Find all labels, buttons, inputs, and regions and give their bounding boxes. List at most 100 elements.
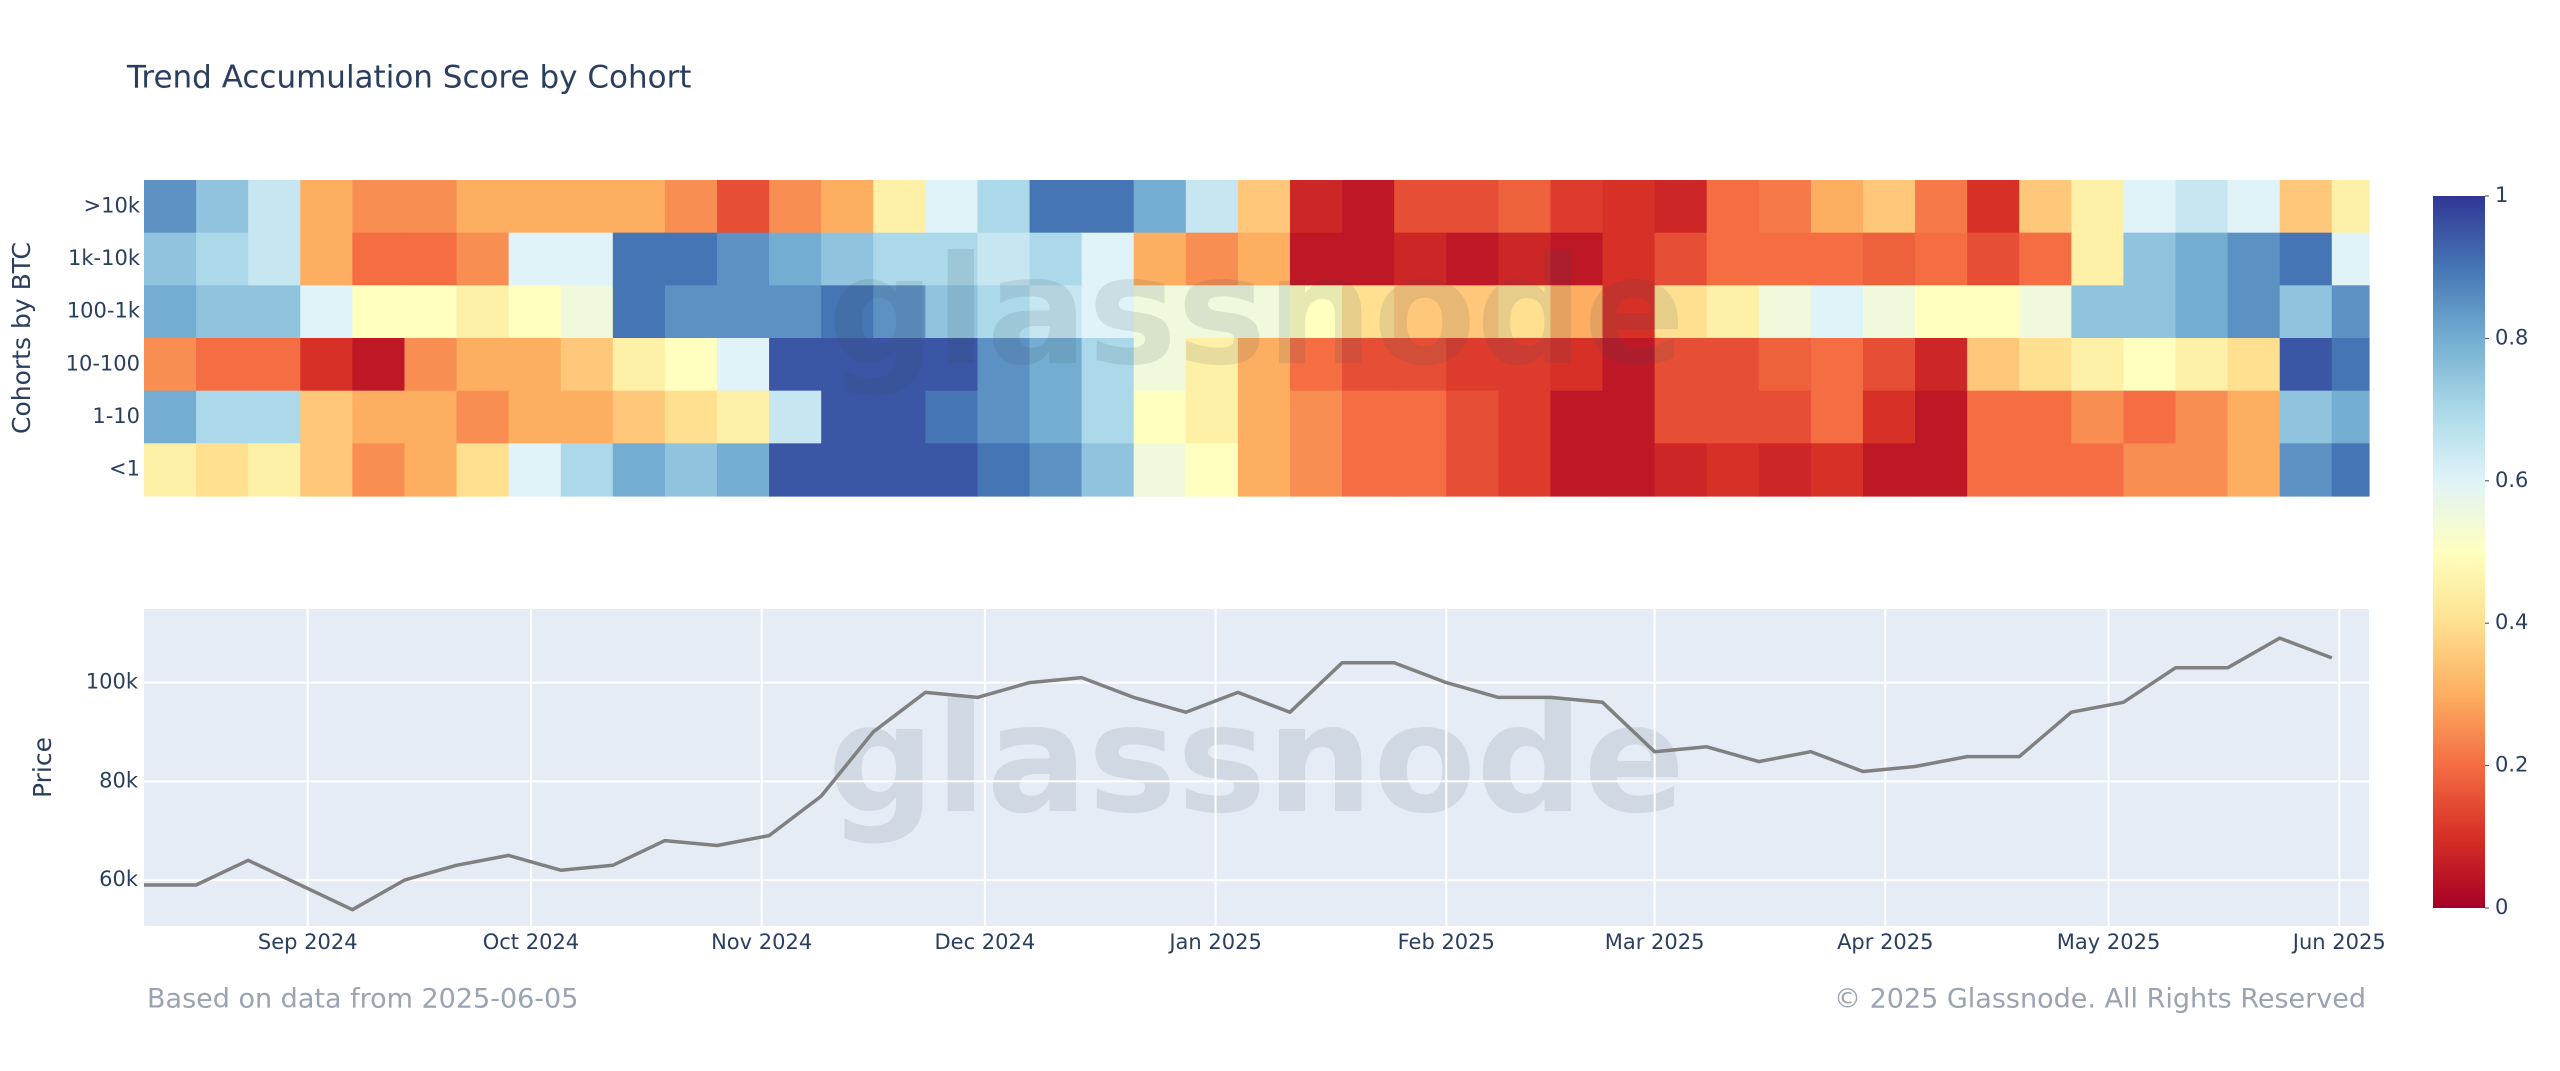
heatmap-cell	[2331, 338, 2370, 392]
colorbar-tick-label: 0	[2495, 895, 2508, 919]
heatmap-cell	[144, 285, 197, 339]
heatmap-cell	[612, 232, 666, 286]
heatmap-cell	[1654, 338, 1708, 392]
heatmap-cell	[2279, 180, 2333, 234]
heatmap-cell	[1446, 285, 1499, 339]
heatmap-cell	[1602, 285, 1656, 339]
heatmap-cell	[1862, 390, 1916, 444]
heatmap-cell	[1133, 338, 1187, 392]
heatmap-cell	[1289, 285, 1343, 339]
heatmap-cell	[1081, 232, 1135, 286]
heatmap-cell	[873, 390, 926, 444]
heatmap-cell	[1602, 338, 1656, 392]
heatmap-cell	[2331, 180, 2370, 234]
heatmap-cell	[1915, 285, 1968, 339]
heatmap-cell	[1967, 232, 2020, 286]
heatmap-cell	[1394, 180, 1447, 234]
heatmap-cell	[508, 232, 562, 286]
heatmap-cell	[2071, 338, 2125, 392]
heatmap-cell	[2331, 285, 2370, 339]
heatmap-cell	[456, 232, 510, 286]
heatmap-cell	[404, 232, 458, 286]
heatmap-cell	[300, 443, 353, 497]
heatmap-cell	[456, 390, 510, 444]
x-tick-label: Jan 2025	[1167, 930, 1262, 954]
heatmap-cell	[1758, 285, 1812, 339]
heatmap-cell	[1394, 285, 1447, 339]
heatmap-cell	[1394, 338, 1447, 392]
heatmap-cell	[456, 180, 510, 234]
y-tick-label: >10k	[84, 193, 141, 217]
heatmap-cell	[1758, 180, 1812, 234]
heatmap-cell	[925, 285, 979, 339]
heatmap-cell	[1758, 232, 1812, 286]
heatmap-cell	[196, 338, 249, 392]
heatmap-cell	[1862, 232, 1916, 286]
y-tick-label: 80k	[99, 768, 139, 792]
heatmap-cell	[977, 285, 1031, 339]
heatmap-cell	[404, 180, 458, 234]
colorbar-tick-label: 0.4	[2495, 610, 2528, 634]
heatmap-cell	[2331, 443, 2370, 497]
heatmap-cell	[1602, 443, 1656, 497]
heatmap-cell	[352, 285, 406, 339]
heatmap-cell	[1706, 338, 1760, 392]
heatmap-cell	[560, 443, 614, 497]
heatmap-cell	[1915, 338, 1968, 392]
heatmap-cell	[821, 180, 874, 234]
heatmap-cell	[925, 338, 979, 392]
heatmap-cell	[560, 180, 614, 234]
heatmap-cell	[769, 180, 822, 234]
y-tick-label: 100-1k	[67, 299, 141, 323]
heatmap-cell	[144, 338, 197, 392]
heatmap-cell	[196, 232, 249, 286]
heatmap-cell	[1915, 443, 1968, 497]
heatmap-cell	[352, 338, 406, 392]
heatmap-cell	[1185, 285, 1239, 339]
heatmap-cell	[821, 232, 874, 286]
heatmap-cell	[1758, 390, 1812, 444]
heatmap-cell	[2331, 390, 2370, 444]
heatmap-cell	[873, 443, 926, 497]
heatmap-cell	[716, 285, 770, 339]
heatmap-cell	[1498, 232, 1552, 286]
heatmap-cell	[1602, 232, 1656, 286]
heatmap-cell	[1394, 443, 1447, 497]
plot-background	[144, 609, 2369, 926]
heatmap-cell	[300, 285, 353, 339]
heatmap-cell	[2123, 443, 2177, 497]
heatmap-cell	[1029, 285, 1083, 339]
heatmap-cell	[1289, 232, 1343, 286]
heatmap-cell	[769, 285, 822, 339]
heatmap-cell	[248, 443, 301, 497]
heatmap-cell	[2071, 285, 2125, 339]
heatmap-cell	[1081, 390, 1135, 444]
x-tick-label: May 2025	[2057, 930, 2161, 954]
x-tick-label: Mar 2025	[1605, 930, 1705, 954]
heatmap-cell	[2227, 338, 2281, 392]
y-tick-label: <1	[109, 457, 140, 481]
heatmap-cell	[1081, 180, 1135, 234]
heatmap-cell	[769, 390, 822, 444]
heatmap-cell	[1342, 390, 1395, 444]
heatmap-cell	[2123, 285, 2177, 339]
colorbar	[2433, 196, 2485, 908]
heatmap-cell	[1289, 390, 1343, 444]
heatmap-cell	[1550, 390, 1604, 444]
heatmap-cell	[300, 338, 353, 392]
heatmap-cell	[1915, 390, 1968, 444]
heatmap-cell	[456, 338, 510, 392]
heatmap-cell	[196, 285, 249, 339]
heatmap-cell	[1081, 338, 1135, 392]
heatmap-cell	[352, 390, 406, 444]
heatmap-cell	[1029, 232, 1083, 286]
heatmap-cell	[1289, 338, 1343, 392]
heatmap-cell	[1654, 180, 1708, 234]
heatmap-cell	[769, 443, 822, 497]
heatmap-cell	[1706, 285, 1760, 339]
heatmap-cell	[1342, 338, 1395, 392]
heatmap-cell	[769, 338, 822, 392]
heatmap-cell	[925, 390, 979, 444]
heatmap-cell	[1810, 232, 1864, 286]
heatmap-cell	[248, 390, 301, 444]
